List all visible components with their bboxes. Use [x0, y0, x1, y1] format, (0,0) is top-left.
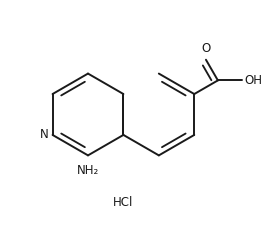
Text: O: O — [201, 42, 211, 55]
Text: N: N — [40, 128, 48, 141]
Text: OH: OH — [244, 74, 262, 87]
Text: HCl: HCl — [113, 196, 134, 209]
Text: NH₂: NH₂ — [77, 164, 99, 177]
